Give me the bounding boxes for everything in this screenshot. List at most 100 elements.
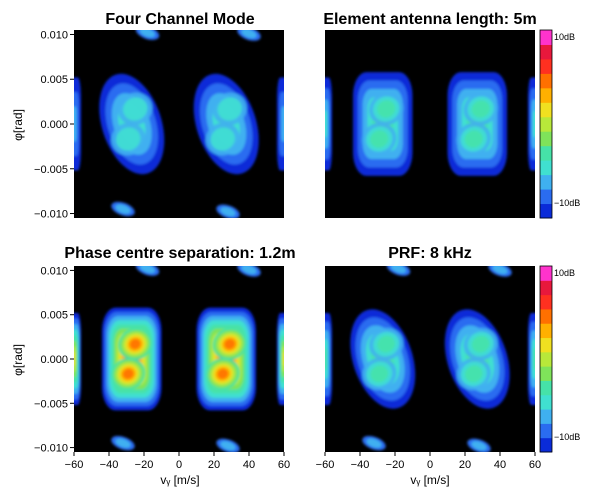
panel-four-channel-mode: Four Channel Mode 0.010 0.005 0.000 −0.005 −… <box>11 11 284 221</box>
colorbar-segment <box>540 44 552 60</box>
x-tick-label: 60 <box>278 459 290 471</box>
x-tick-label: 40 <box>494 459 506 471</box>
sub-peak <box>116 127 141 151</box>
heatmap-plot-area <box>74 266 284 452</box>
colorbar-segment <box>540 366 552 381</box>
edge-lobe <box>533 348 535 370</box>
colorbar-segment <box>540 280 552 296</box>
minor-lobe <box>492 266 508 275</box>
colorbar-segment <box>540 203 552 219</box>
colorbar-segment <box>540 30 552 45</box>
colorbar-segment <box>540 145 552 161</box>
x-axis-label: vᵧ [m/s] <box>160 473 199 487</box>
y-tick-label: 0.010 <box>40 29 68 41</box>
panel-title: Four Channel Mode <box>105 11 254 28</box>
x-tick-label: −60 <box>316 459 335 471</box>
y-tick-label: 0.000 <box>40 119 68 131</box>
panel-element-antenna-length: Element antenna length: 5m 10dB −10dB <box>323 11 580 219</box>
x-tick-label: 0 <box>427 459 433 471</box>
colorbar-segment <box>540 323 552 339</box>
colorbar-max-label: 10dB <box>554 32 575 42</box>
colorbar-segment <box>540 394 552 410</box>
sub-peak <box>217 97 242 121</box>
y-tick-label: −0.010 <box>34 443 68 455</box>
y-tick-label: 0.010 <box>40 265 68 277</box>
colorbar-segment <box>540 87 552 103</box>
sub-peak <box>370 130 389 148</box>
colorbar: 10dB −10dB <box>539 29 580 219</box>
panel-prf: PRF: 8 kHz −60 −40 −20 0 20 40 60 10dB −10dB vᵧ… <box>316 245 581 487</box>
x-axis-label: vᵧ [m/s] <box>410 473 449 487</box>
minor-lobe <box>115 438 131 448</box>
edge-lobe <box>74 106 77 142</box>
minor-lobe <box>390 266 407 274</box>
colorbar-segment <box>540 58 552 74</box>
colorbar-segment <box>540 380 552 396</box>
colorbar-segment <box>540 266 552 281</box>
colorbar-min-label: −10dB <box>554 432 580 442</box>
colorbar-segment <box>540 409 552 424</box>
y-tick-label: −0.005 <box>34 164 68 176</box>
sub-peak <box>464 365 483 383</box>
minor-lobe <box>241 266 257 275</box>
x-tick-label: −20 <box>135 459 154 471</box>
y-tick-label: −0.005 <box>34 398 68 410</box>
heatmap-plot-area <box>325 30 535 218</box>
x-tick-label: −20 <box>386 459 405 471</box>
x-tick-label: 40 <box>243 459 255 471</box>
minor-lobe <box>366 438 382 448</box>
y-axis-label: φ[rad] <box>11 344 25 376</box>
sub-peak <box>210 127 235 151</box>
heatmap-plot-area <box>325 266 535 452</box>
sub-peak <box>122 368 134 379</box>
sub-peak <box>377 335 396 353</box>
sub-peak <box>471 335 490 353</box>
colorbar-min-label: −10dB <box>554 198 580 208</box>
x-tick-label: −40 <box>351 459 370 471</box>
edge-lobe <box>325 110 327 138</box>
y-tick-label: 0.005 <box>40 310 68 322</box>
colorbar-segment <box>540 131 552 147</box>
minor-lobe <box>220 207 236 217</box>
edge-lobe <box>282 352 284 366</box>
sub-peak <box>123 97 148 121</box>
y-tick-labels: 0.010 0.005 0.000 −0.005 −0.010 <box>34 29 74 221</box>
colorbar-frame <box>539 265 553 453</box>
x-tick-labels: −60 −40 −20 0 20 40 60 <box>65 452 290 471</box>
colorbar-segment <box>540 174 552 190</box>
colorbar-max-label: 10dB <box>554 268 575 278</box>
y-tick-label: 0.005 <box>40 74 68 86</box>
colorbar-segment <box>540 337 552 353</box>
sub-peak <box>217 368 229 379</box>
colorbar-segment <box>540 308 552 324</box>
y-axis-label: φ[rad] <box>11 109 25 141</box>
edge-lobe <box>533 110 535 138</box>
sub-peak <box>471 100 490 118</box>
x-tick-labels: −60 −40 −20 0 20 40 60 <box>316 452 541 471</box>
colorbar-segment <box>540 73 552 89</box>
x-tick-label: 20 <box>459 459 471 471</box>
colorbar-segment <box>540 294 552 310</box>
colorbar-segment <box>540 423 552 439</box>
colorbar-segment <box>540 351 552 367</box>
colorbar: 10dB −10dB <box>539 265 580 453</box>
x-tick-label: 0 <box>176 459 182 471</box>
y-tick-label: −0.010 <box>34 209 68 221</box>
y-tick-label: 0.000 <box>40 354 68 366</box>
panel-phase-centre-separation: Phase centre separation: 1.2m 0.010 0.005… <box>11 245 296 487</box>
heatmap-plot-area <box>74 30 284 218</box>
x-tick-label: 60 <box>529 459 541 471</box>
minor-lobe <box>220 441 236 451</box>
minor-lobe <box>471 441 487 451</box>
y-tick-labels: 0.010 0.005 0.000 −0.005 −0.010 <box>34 265 74 455</box>
colorbar-segment <box>540 437 552 453</box>
minor-lobe <box>139 30 156 38</box>
minor-lobe <box>241 30 257 39</box>
colorbar-segment <box>540 160 552 176</box>
colorbar-frame <box>539 29 553 219</box>
sub-peak <box>464 130 483 148</box>
panel-title: Element antenna length: 5m <box>323 11 536 28</box>
sub-peak <box>129 339 141 350</box>
minor-lobe <box>115 204 131 214</box>
